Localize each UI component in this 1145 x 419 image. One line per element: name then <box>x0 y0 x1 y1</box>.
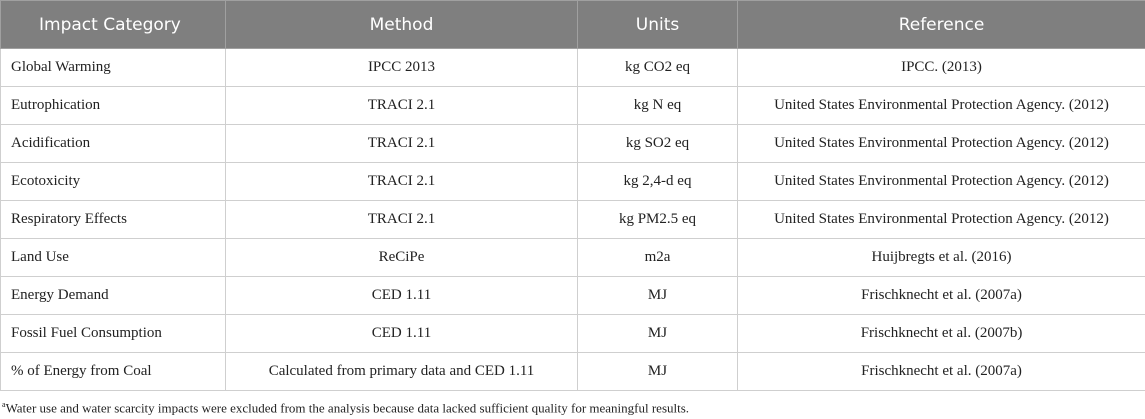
table-cell: IPCC. (2013) <box>737 48 1145 87</box>
table-cell: m2a <box>577 238 738 277</box>
table-cell: Respiratory Effects <box>0 200 226 239</box>
table-row: Respiratory Effects TRACI 2.1 kg PM2.5 eq U… <box>0 200 1145 239</box>
header-cell: Method <box>225 0 578 49</box>
table-cell: Frischknecht et al. (2007b) <box>737 314 1145 353</box>
table-cell: TRACI 2.1 <box>225 200 578 239</box>
table-cell: kg PM2.5 eq <box>577 200 738 239</box>
table-row: % of Energy from Coal Calculated from pri… <box>0 352 1145 391</box>
table-cell: Global Warming <box>0 48 226 87</box>
header-row: Impact Category Method Units Reference <box>0 0 1145 49</box>
table-cell: MJ <box>577 276 738 315</box>
table-cell: CED 1.11 <box>225 314 578 353</box>
table-cell: Huijbregts et al. (2016) <box>737 238 1145 277</box>
table-row: Acidification TRACI 2.1 kg SO2 eq United St… <box>0 124 1145 163</box>
table-cell: CED 1.11 <box>225 276 578 315</box>
table-cell: ReCiPe <box>225 238 578 277</box>
table-cell: kg CO2 eq <box>577 48 738 87</box>
table-cell: United States Environmental Protection A… <box>737 86 1145 125</box>
table-cell: Acidification <box>0 124 226 163</box>
table-cell: Land Use <box>0 238 226 277</box>
table-cell: Fossil Fuel Consumption <box>0 314 226 353</box>
table-cell: MJ <box>577 352 738 391</box>
table-cell: Eutrophication <box>0 86 226 125</box>
table-cell: % of Energy from Coal <box>0 352 226 391</box>
table-cell: Frischknecht et al. (2007a) <box>737 276 1145 315</box>
table-cell: United States Environmental Protection A… <box>737 200 1145 239</box>
table-cell: United States Environmental Protection A… <box>737 162 1145 201</box>
header-cell: Impact Category <box>0 0 226 49</box>
table-row: Eutrophication TRACI 2.1 kg N eq United Sta… <box>0 86 1145 125</box>
footnote: aWater use and water scarcity impacts we… <box>2 400 689 416</box>
table-cell: MJ <box>577 314 738 353</box>
table-cell: Energy Demand <box>0 276 226 315</box>
table: Impact Category Method Units Reference Glob… <box>0 0 1145 391</box>
table-cell: kg N eq <box>577 86 738 125</box>
table-cell: kg 2,4-d eq <box>577 162 738 201</box>
table-body: Global Warming IPCC 2013 kg CO2 eq IPCC. (2… <box>0 48 1145 391</box>
table-row: Ecotoxicity TRACI 2.1 kg 2,4-d eq United St… <box>0 162 1145 201</box>
table-cell: Calculated from primary data and CED 1.1… <box>225 352 578 391</box>
table-cell: IPCC 2013 <box>225 48 578 87</box>
table-row: Global Warming IPCC 2013 kg CO2 eq IPCC. (2… <box>0 48 1145 87</box>
table-cell: Ecotoxicity <box>0 162 226 201</box>
table-cell: TRACI 2.1 <box>225 162 578 201</box>
header-cell: Reference <box>737 0 1145 49</box>
table-row: Energy Demand CED 1.11 MJ Frischknecht et a… <box>0 276 1145 315</box>
footnote-text: Water use and water scarcity impacts wer… <box>5 400 690 416</box>
table-cell: kg SO2 eq <box>577 124 738 163</box>
table-cell: TRACI 2.1 <box>225 124 578 163</box>
table-cell: Frischknecht et al. (2007a) <box>737 352 1145 391</box>
table-cell: United States Environmental Protection A… <box>737 124 1145 163</box>
table-row: Fossil Fuel Consumption CED 1.11 MJ Frischk… <box>0 314 1145 353</box>
table-row: Land Use ReCiPe m2a Huijbregts et al. (2016… <box>0 238 1145 277</box>
table-cell: TRACI 2.1 <box>225 86 578 125</box>
footnote-marker: a <box>2 400 6 409</box>
header-cell: Units <box>577 0 738 49</box>
